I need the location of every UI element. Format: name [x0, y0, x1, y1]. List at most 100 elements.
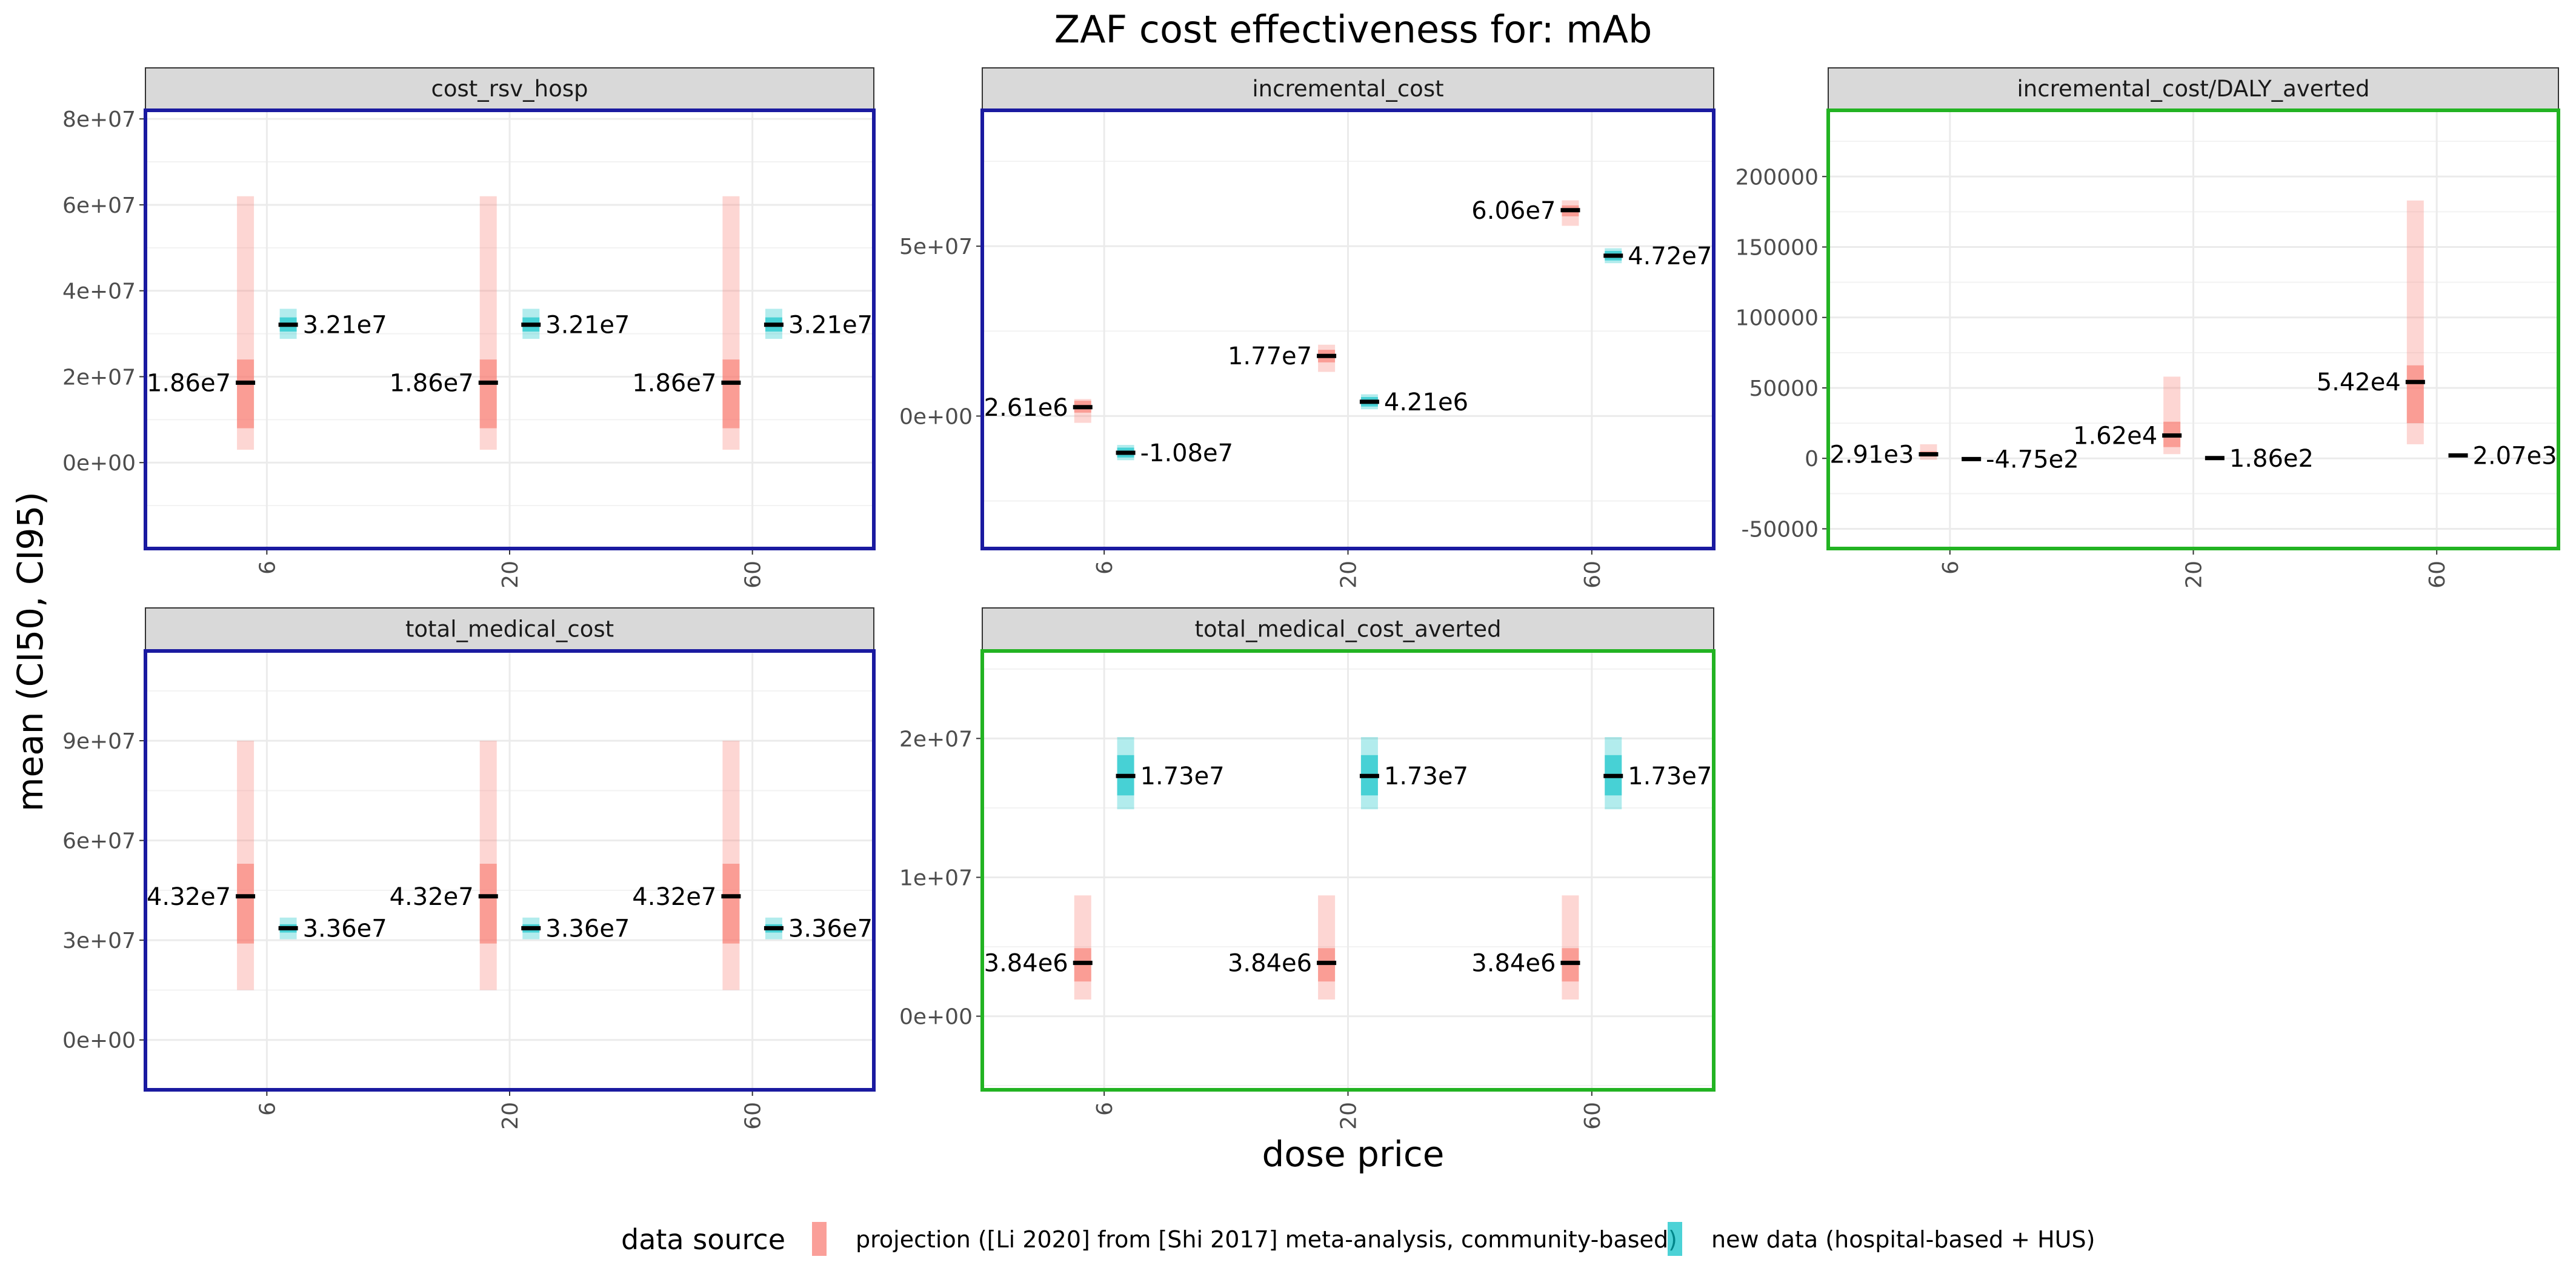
data-label: 6.06e7: [1471, 197, 1556, 225]
x-tick-label: 60: [741, 561, 766, 589]
y-tick-label: 6e+07: [62, 829, 136, 854]
legend-entry-new-data: new data (hospital-based + HUS): [1668, 1222, 2095, 1256]
panel-border: [980, 108, 1716, 550]
facet-total-medical-cost: total_medical_cost 0e+00 3e+07 6e+07 9e+07 6 2…: [62, 607, 876, 1130]
data-label: 3.84e6: [984, 950, 1068, 978]
x-tick-label: 6: [1939, 561, 1963, 575]
ci50-bar: [479, 359, 497, 429]
data-label: 1.77e7: [1228, 342, 1312, 370]
series-projection: 2.91e3 1.62e4 5.42e4: [1829, 200, 2425, 469]
x-tick-label: 60: [2425, 561, 2450, 589]
y-tick-label: 2e+07: [62, 365, 136, 390]
data-label: 4.32e7: [390, 883, 474, 911]
data-label: 2.07e3: [2473, 442, 2557, 470]
data-label: 4.32e7: [147, 883, 231, 911]
data-label: 3.36e7: [788, 915, 873, 943]
x-tick-label: 20: [1337, 1102, 1362, 1130]
ci50-bar: [722, 864, 740, 944]
legend-key: [1668, 1222, 1682, 1256]
data-label: 3.21e7: [303, 312, 387, 339]
x-tick-label: 60: [1580, 1102, 1605, 1130]
data-label: 3.21e7: [545, 312, 630, 339]
legend: data source projection ([Li 2020] from […: [621, 1222, 2095, 1256]
legend-key: [812, 1222, 827, 1256]
facet-strip-label: cost_rsv_hosp: [431, 76, 588, 102]
facet-strip-cost-rsv-hosp: [145, 67, 874, 110]
series-new-data: 3.21e7 3.21e7 3.21e7: [278, 309, 873, 339]
x-tick-label: 6: [1093, 561, 1117, 575]
data-label: 4.21e6: [1384, 389, 1468, 416]
facet-strip-label: total_medical_cost: [405, 616, 614, 642]
data-label: 4.72e7: [1628, 242, 1712, 270]
x-tick-label: 20: [498, 561, 523, 589]
y-tick-label: 0e+00: [62, 451, 136, 476]
legend-entry-projection: projection ([Li 2020] from [Shi 2017] me…: [812, 1222, 1677, 1256]
legend-label: new data (hospital-based + HUS): [1711, 1226, 2095, 1253]
facets-group: cost_rsv_hosp 0e+00 2e+07 4e+07 6e+07 8e+07 6 2…: [62, 67, 2560, 1130]
data-label: 1.73e7: [1384, 762, 1468, 790]
data-label: -1.08e7: [1140, 439, 1234, 467]
x-tick-label: 6: [255, 1102, 280, 1116]
y-tick-label: 0e+00: [62, 1029, 136, 1053]
y-tick-label: -50000: [1741, 517, 1819, 542]
facet-strip-total-medical-cost: [145, 607, 874, 650]
legend-title: data source: [621, 1223, 785, 1256]
x-tick-label: 6: [1093, 1102, 1117, 1116]
data-label: 3.36e7: [303, 915, 387, 943]
data-label: 1.73e7: [1140, 762, 1225, 790]
series-new-data: -4.75e2 1.86e2 2.07e3: [1962, 442, 2557, 473]
facet-strip-label: total_medical_cost_averted: [1194, 616, 1501, 642]
data-label: 5.42e4: [2317, 369, 2401, 396]
series-projection: 2.61e6 1.77e7 6.06e7: [984, 197, 1580, 423]
y-tick-label: 4e+07: [62, 279, 136, 304]
facet-strip-incremental-cost-daly-averted: [1828, 67, 2559, 110]
data-label: 3.84e6: [1228, 950, 1312, 978]
series-new-data: 1.73e7 1.73e7 1.73e7: [1116, 737, 1712, 810]
ci50-bar: [237, 864, 255, 944]
ci50-bar: [479, 864, 497, 944]
y-tick-label: 6e+07: [62, 193, 136, 218]
facet-cost-rsv-hosp: cost_rsv_hosp 0e+00 2e+07 4e+07 6e+07 8e+07 6 2…: [62, 67, 876, 589]
legend-label: projection ([Li 2020] from [Shi 2017] me…: [856, 1226, 1677, 1253]
panel-border: [980, 649, 1716, 1092]
panel-border: [144, 108, 876, 550]
x-tick-label: 6: [255, 561, 280, 575]
facet-incremental-cost-daly-averted: incremental_cost/DALY_averted -50000 0 5000…: [1736, 67, 2560, 589]
ci95-bar: [1074, 895, 1091, 1000]
y-tick-label: 3e+07: [62, 929, 136, 953]
y-tick-label: 100000: [1736, 306, 1819, 331]
data-label: -4.75e2: [1986, 445, 2079, 473]
data-label: 2.61e6: [984, 394, 1068, 422]
y-tick-label: 2e+07: [899, 727, 973, 752]
ci50-bar: [2406, 365, 2424, 424]
ci50-bar: [237, 359, 255, 429]
data-label: 3.21e7: [788, 312, 873, 339]
facet-total-medical-cost-averted: total_medical_cost_averted 0e+00 1e+07 2e+0…: [899, 607, 1716, 1130]
chart-title: ZAF cost effectiveness for: mAb: [1054, 7, 1652, 52]
y-tick-label: 50000: [1749, 376, 1819, 401]
series-new-data: -1.08e7 4.21e6 4.72e7: [1116, 242, 1712, 467]
series-new-data: 3.36e7 3.36e7 3.36e7: [278, 915, 873, 943]
series-projection: 3.84e6 3.84e6 3.84e6: [984, 895, 1580, 1000]
x-tick-label: 20: [1337, 561, 1362, 589]
panel-border: [144, 649, 876, 1092]
data-label: 1.86e2: [2229, 445, 2314, 473]
y-tick-label: 8e+07: [62, 107, 136, 132]
facet-incremental-cost: incremental_cost 0e+00 5e+07 6 20 60 2.61e6 1.7…: [899, 67, 1716, 589]
x-axis-title: dose price: [1262, 1133, 1445, 1175]
y-tick-label: 150000: [1736, 236, 1819, 261]
y-axis-title: mean (CI50, CI95): [10, 492, 51, 812]
x-tick-label: 20: [2182, 561, 2207, 589]
y-tick-label: 0: [1805, 447, 1819, 472]
data-label: 1.86e7: [390, 369, 474, 397]
x-tick-label: 20: [498, 1102, 523, 1130]
data-label: 1.86e7: [147, 369, 231, 397]
x-tick-label: 60: [741, 1102, 766, 1130]
x-tick-label: 60: [1580, 561, 1605, 589]
y-tick-label: 200000: [1736, 165, 1819, 190]
ci95-bar: [1318, 895, 1336, 1000]
y-tick-label: 1e+07: [899, 866, 973, 890]
data-label: 1.86e7: [632, 369, 716, 397]
y-tick-label: 0e+00: [899, 404, 973, 429]
